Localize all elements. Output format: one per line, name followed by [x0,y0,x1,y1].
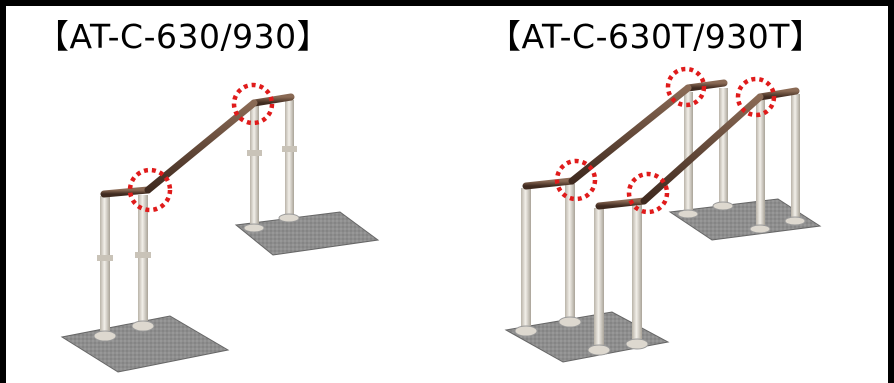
handrail-bottom [595,197,648,210]
post [565,184,575,322]
handrail-slope [144,99,258,194]
post-foot [587,344,611,356]
post [594,208,604,350]
joint-highlight-circle [127,167,173,213]
post-foot [625,338,649,350]
handrail-unit-double [504,66,822,363]
post-foot [784,216,806,226]
post-foot [558,316,582,328]
base-plate-back [234,211,380,256]
post-foot [278,213,300,223]
post [632,204,642,344]
handrail-unit-single [60,82,380,373]
post [285,100,294,218]
post [521,188,531,330]
post-foot [677,209,699,219]
joint-highlight-circle [665,66,707,108]
handrail-top [684,79,728,92]
post-collar [282,146,297,152]
post-foot [131,320,155,332]
model-label-single: 【AT-C-630/930】 [36,17,331,56]
post [719,88,728,206]
post-collar [97,255,113,261]
post [250,105,259,227]
post-foot [712,201,734,211]
base-plate-back [668,198,822,241]
handrail-slope [640,93,764,205]
joint-highlight-circle [554,158,598,202]
joint-highlight-circle [231,82,275,126]
post-collar [247,150,262,156]
post-foot [749,224,771,234]
post-foot [93,330,117,342]
post-foot [243,223,265,233]
post [100,196,110,334]
handrail-bottom [100,186,152,198]
joint-highlight-circle [626,171,670,215]
handrail-bottom [522,177,576,190]
post [138,195,148,325]
post-foot [514,325,538,337]
post [684,92,693,214]
post [791,94,800,220]
model-label-double: 【AT-C-630T/930T】 [488,17,824,56]
post-collar [135,252,151,258]
post [756,100,765,228]
handrail-top [756,87,800,101]
joint-highlight-circle [735,76,777,118]
